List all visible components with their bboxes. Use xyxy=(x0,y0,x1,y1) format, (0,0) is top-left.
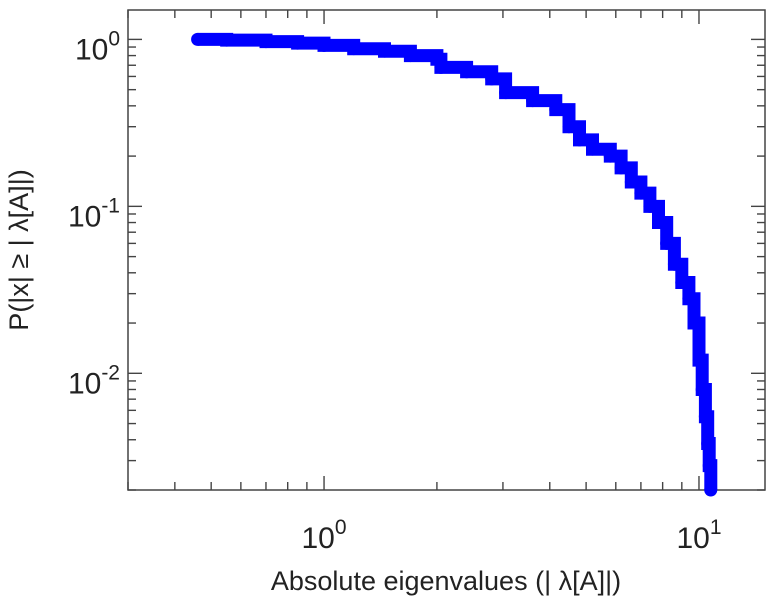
data-point xyxy=(572,133,586,147)
data-point xyxy=(667,257,681,271)
data-point xyxy=(692,353,706,367)
data-point xyxy=(698,410,712,424)
data-point xyxy=(317,38,331,52)
data-point xyxy=(704,483,718,497)
data-point xyxy=(549,103,563,117)
x-tick-label-exponent: 1 xyxy=(710,516,722,539)
x-tick-label: 100 xyxy=(302,516,347,555)
data-point xyxy=(687,316,701,330)
data-point xyxy=(562,120,576,134)
y-tick-label-base: 10 xyxy=(68,367,101,400)
data-point xyxy=(702,459,716,473)
data-point xyxy=(403,49,417,63)
data-point xyxy=(643,199,657,213)
series-layer xyxy=(191,32,718,497)
series-line xyxy=(197,32,718,490)
x-tick-label: 101 xyxy=(676,516,721,555)
data-point xyxy=(191,32,205,46)
data-point xyxy=(220,33,234,47)
y-tick-label-base: 10 xyxy=(75,33,108,66)
data-point xyxy=(585,142,599,156)
data-point xyxy=(460,65,474,79)
data-point xyxy=(378,44,392,58)
data-point xyxy=(652,216,666,230)
y-tick-label-exponent: -1 xyxy=(101,194,120,217)
y-tick-label: 100 xyxy=(75,27,120,66)
data-point xyxy=(675,275,689,289)
x-tick-label-base: 10 xyxy=(302,522,335,555)
plot-frame xyxy=(127,9,766,491)
data-point xyxy=(660,236,674,250)
data-point xyxy=(434,60,448,74)
y-tick-label-exponent: -2 xyxy=(101,361,120,384)
data-point xyxy=(499,86,513,100)
data-point xyxy=(291,36,305,50)
tick-marks xyxy=(127,10,765,491)
data-point xyxy=(614,161,628,175)
data-point xyxy=(695,382,709,396)
x-axis-label: Absolute eigenvalues (| λ[A]|) xyxy=(271,566,621,596)
data-point xyxy=(526,94,540,108)
data-point xyxy=(634,186,648,200)
x-tick-label-exponent: 0 xyxy=(335,516,347,539)
x-tick-label-base: 10 xyxy=(676,522,709,555)
data-point xyxy=(259,35,273,49)
y-tick-label-exponent: 0 xyxy=(108,27,120,50)
data-point xyxy=(347,42,361,56)
data-point xyxy=(701,436,715,450)
y-tick-label: 10-1 xyxy=(68,194,120,233)
y-tick-label: 10-2 xyxy=(68,361,120,400)
data-point xyxy=(603,149,617,163)
data-point xyxy=(682,292,696,306)
data-point xyxy=(485,72,499,86)
y-axis-label: P(|x| ≥ | λ[A]|) xyxy=(4,169,34,330)
y-tick-label-base: 10 xyxy=(68,200,101,233)
data-point xyxy=(624,175,638,189)
